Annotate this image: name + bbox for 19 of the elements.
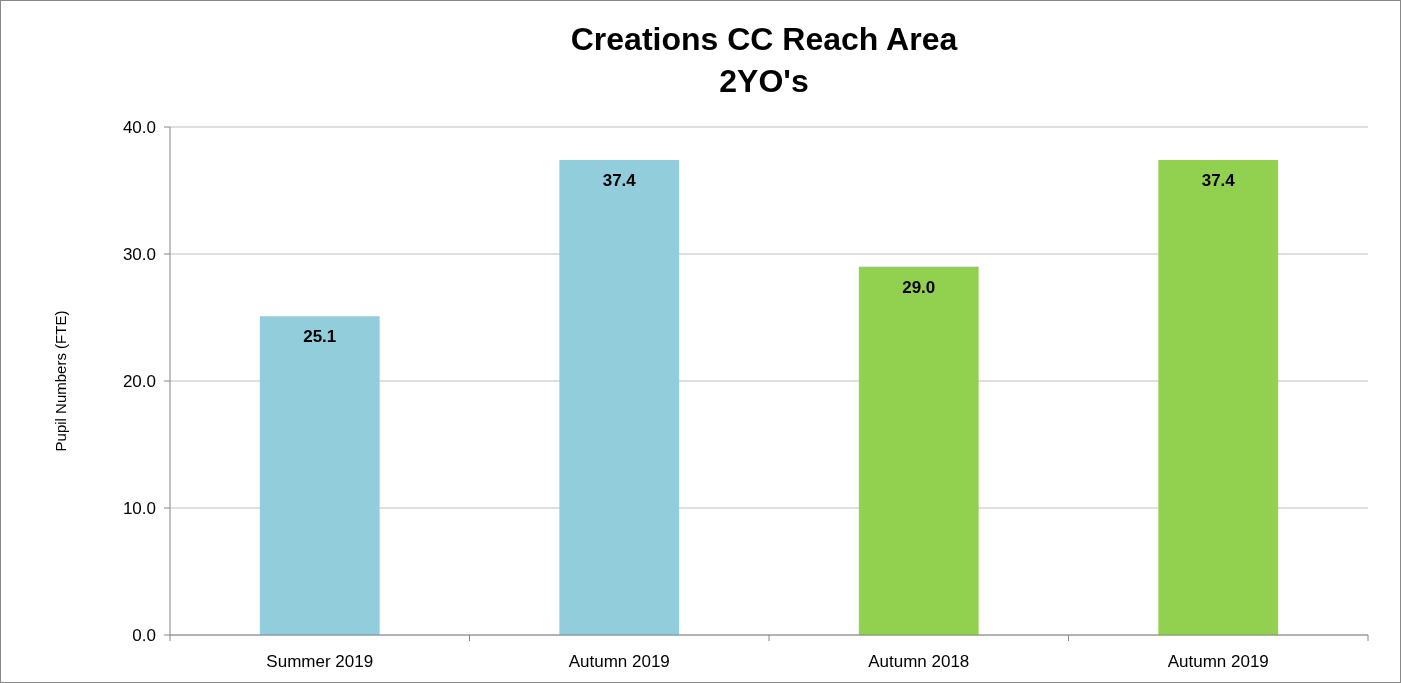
data-label: 37.4 xyxy=(602,171,637,191)
bar xyxy=(259,316,380,635)
x-tick-label: Autumn 2018 xyxy=(868,652,970,671)
bar xyxy=(1158,160,1279,635)
y-tick-label: 40.0 xyxy=(122,117,156,137)
y-tick-label: 0.0 xyxy=(132,625,156,645)
data-label: 25.1 xyxy=(303,327,337,347)
y-axis-title: Pupil Numbers (FTE) xyxy=(52,310,69,452)
x-tick-label: Summer 2019 xyxy=(266,652,374,671)
x-tick-label: Autumn 2019 xyxy=(1167,652,1269,671)
y-tick-label: 10.0 xyxy=(122,498,156,518)
x-tick-label: Autumn 2019 xyxy=(568,652,670,671)
bar xyxy=(559,160,680,635)
y-tick-label: 30.0 xyxy=(122,244,156,264)
data-label: 29.0 xyxy=(902,277,936,297)
y-tick-label: 20.0 xyxy=(122,371,156,391)
data-label: 37.4 xyxy=(1201,171,1236,191)
bar xyxy=(858,266,979,635)
chart-title: Creations CC Reach Area 2YO's xyxy=(570,21,958,99)
